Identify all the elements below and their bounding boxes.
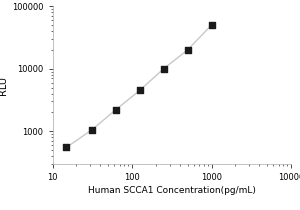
Point <box>161 67 166 70</box>
Y-axis label: RLU: RLU <box>0 76 8 94</box>
Point <box>137 89 142 92</box>
Point <box>64 146 69 149</box>
Point <box>209 23 214 27</box>
X-axis label: Human SCCA1 Concentration(pg/mL): Human SCCA1 Concentration(pg/mL) <box>88 186 256 195</box>
Point <box>89 128 94 131</box>
Point <box>113 108 118 112</box>
Point <box>185 48 190 52</box>
